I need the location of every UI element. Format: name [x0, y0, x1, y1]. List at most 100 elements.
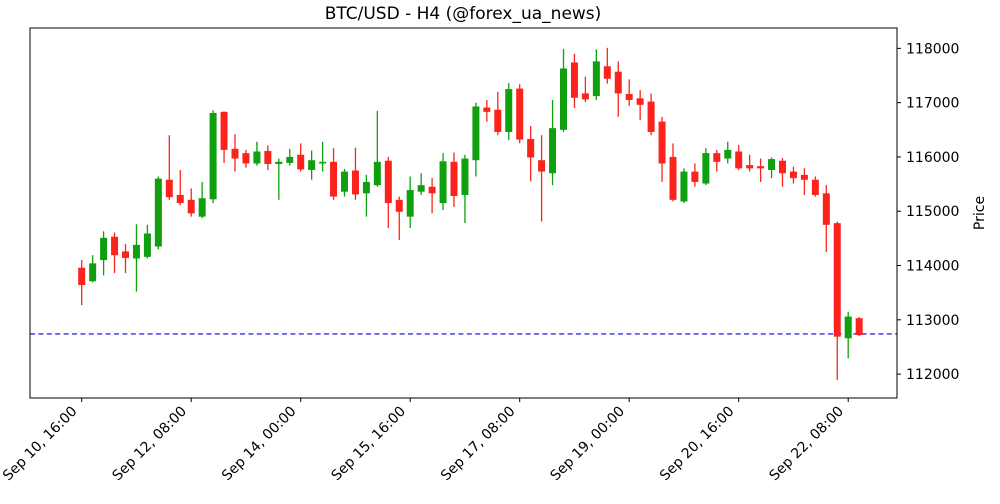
- candle-body: [89, 263, 97, 282]
- candle-body: [341, 171, 348, 192]
- candle-body: [395, 199, 403, 212]
- candle: [297, 143, 305, 172]
- candle: [483, 99, 491, 122]
- candle: [570, 53, 578, 109]
- candle: [132, 224, 140, 292]
- candle: [78, 260, 86, 306]
- candle-body: [603, 66, 611, 79]
- candle: [713, 149, 721, 172]
- candle: [494, 91, 502, 136]
- candle-body: [768, 159, 776, 170]
- candle: [560, 48, 567, 132]
- candle-body: [483, 107, 491, 112]
- candle: [176, 169, 184, 206]
- candle-body: [450, 161, 458, 197]
- candle-body: [373, 161, 381, 186]
- candle: [154, 176, 162, 250]
- candle: [286, 148, 294, 166]
- candle: [603, 47, 611, 84]
- candle-body: [286, 156, 294, 163]
- candle: [844, 311, 852, 359]
- x-tick-label: Sep 22, 08:00: [766, 404, 847, 485]
- candle: [417, 173, 425, 195]
- candle-body: [154, 178, 162, 247]
- candle: [702, 148, 710, 186]
- candle: [658, 116, 666, 182]
- y-tick-label: 118000: [906, 41, 959, 57]
- candle: [209, 110, 217, 204]
- candle: [220, 111, 228, 163]
- candle-body: [527, 139, 535, 158]
- y-tick-label: 113000: [906, 313, 959, 329]
- candle-body: [100, 237, 108, 261]
- candle: [538, 135, 546, 222]
- candle-body: [209, 112, 217, 200]
- candle: [800, 168, 808, 195]
- candle: [384, 156, 392, 229]
- candle: [187, 188, 195, 217]
- candle: [308, 150, 316, 180]
- candle-body: [735, 151, 743, 169]
- y-tick-label: 116000: [906, 150, 959, 166]
- candle: [472, 102, 480, 177]
- x-tick-label: Sep 17, 08:00: [438, 404, 519, 485]
- candle-body: [439, 161, 447, 204]
- candle-body: [757, 166, 765, 169]
- candle: [811, 176, 819, 197]
- x-axis-ticks: Sep 10, 16:00 Sep 12, 08:00 Sep 14, 00:00 S…: [0, 398, 849, 485]
- candle-body: [789, 171, 797, 179]
- candle: [362, 174, 370, 217]
- candle: [351, 147, 359, 200]
- candle: [581, 76, 589, 103]
- candle-body: [833, 223, 841, 337]
- plot-border: [29, 27, 898, 399]
- candle-body: [330, 161, 338, 197]
- candle-body: [844, 316, 852, 339]
- candle: [746, 154, 754, 172]
- x-tick-label: Sep 20, 16:00: [657, 404, 738, 485]
- candle-body: [516, 88, 524, 140]
- x-tick-label: Sep 19, 00:00: [547, 404, 628, 485]
- candle: [614, 61, 622, 117]
- candle: [89, 255, 97, 283]
- y-tick-label: 117000: [906, 96, 959, 112]
- candle: [691, 163, 699, 187]
- candle: [231, 134, 239, 172]
- candle-body: [122, 251, 129, 258]
- candle: [680, 168, 688, 204]
- candle-body: [198, 198, 206, 217]
- candle-body: [691, 171, 699, 182]
- candle: [406, 176, 414, 229]
- candle: [833, 221, 841, 381]
- candle: [505, 83, 513, 141]
- candle: [428, 178, 436, 214]
- candle-body: [143, 233, 151, 257]
- candle-body: [242, 153, 250, 164]
- candle-body: [297, 154, 305, 170]
- candle-body: [165, 179, 173, 198]
- candle-body: [132, 244, 140, 259]
- candle-body: [669, 156, 677, 200]
- candle: [516, 84, 524, 144]
- candle: [855, 317, 863, 337]
- candle: [789, 166, 797, 184]
- candle-body: [713, 153, 721, 162]
- candle: [275, 158, 283, 200]
- candle-body: [351, 170, 359, 195]
- candle-body: [855, 318, 863, 336]
- candle-body: [581, 93, 589, 100]
- candle-body: [800, 174, 808, 180]
- candle: [122, 243, 129, 274]
- candle-body: [822, 193, 830, 225]
- candle-body: [264, 150, 272, 165]
- candle: [111, 232, 119, 274]
- candle-body: [275, 161, 283, 165]
- y-tick-label: 115000: [906, 204, 959, 220]
- candle: [757, 158, 765, 182]
- candle-body: [746, 165, 754, 169]
- candle-body: [78, 267, 86, 286]
- candle: [527, 125, 535, 182]
- chart-title: BTC/USD - H4 (@forex_ua_news): [325, 4, 602, 24]
- candle: [625, 79, 633, 106]
